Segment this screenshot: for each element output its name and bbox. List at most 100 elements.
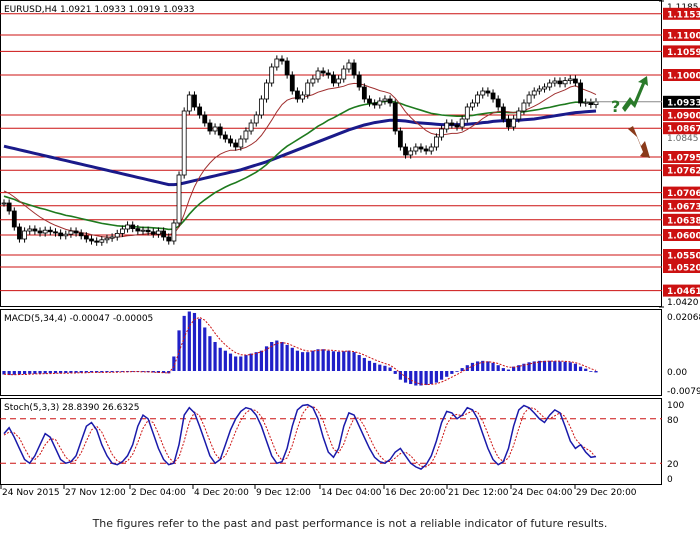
candle-body <box>99 239 105 243</box>
macd-bar <box>321 349 325 371</box>
candle-body <box>78 232 84 237</box>
macd-bar <box>270 341 274 371</box>
macd-bar <box>141 370 145 372</box>
candle-body <box>428 146 434 152</box>
candle-body <box>536 88 542 92</box>
macd-bar <box>414 370 418 386</box>
macd-bar <box>290 347 294 371</box>
candle-body <box>361 86 367 100</box>
level-label: 1.1000 <box>667 72 700 82</box>
current-price-label: 1.0933 <box>667 98 700 108</box>
macd-bar <box>558 361 562 371</box>
macd-bar <box>439 370 444 380</box>
macd-bar <box>409 370 413 385</box>
macd-bar <box>311 350 315 371</box>
candle-body <box>228 138 233 144</box>
candle-body <box>58 232 64 237</box>
candle-body <box>464 106 470 120</box>
macd-bar <box>362 357 366 371</box>
candle-body <box>135 228 141 232</box>
macd-bar <box>496 365 500 371</box>
macd-bar <box>208 336 212 371</box>
candle-body <box>238 138 244 148</box>
time-label: 27 Nov 12:00 <box>65 488 126 498</box>
candle-body <box>1 202 7 205</box>
macd-bar <box>28 370 32 374</box>
candle-body <box>68 230 74 235</box>
candle-body <box>320 70 326 74</box>
ma-mid-line <box>3 100 596 231</box>
macd-bar <box>398 370 402 380</box>
macd-bar <box>393 370 397 374</box>
macd-bar <box>337 351 341 371</box>
level-label: 1.1100 <box>667 32 700 42</box>
candle-body <box>243 130 249 140</box>
candle-body <box>192 94 197 108</box>
candle-body <box>542 86 547 90</box>
macd-bar <box>568 362 572 371</box>
level-label-bg <box>663 186 700 199</box>
candle-body <box>207 122 213 132</box>
macd-bar <box>89 370 94 373</box>
price-axis: 1.11851.04201.08451.11531.11001.10591.10… <box>586 0 700 308</box>
macd-bar <box>38 370 42 374</box>
chart-header: EURUSD,H4 1.0921 1.0933 1.0919 1.0933 <box>4 5 195 15</box>
candle-body <box>63 233 69 237</box>
candle-body <box>552 80 558 84</box>
macd-bar <box>465 365 469 371</box>
level-label-bg <box>663 199 700 212</box>
candle-body <box>526 94 532 104</box>
candle-body <box>253 114 259 124</box>
candle-body <box>444 122 450 130</box>
macd-bar <box>275 340 279 371</box>
macd-bar <box>470 362 475 371</box>
ma-fast-line <box>3 82 597 238</box>
time-label: 2 Dec 04:00 <box>131 488 186 498</box>
macd-bar <box>352 352 356 371</box>
level-label-bg <box>663 164 700 177</box>
macd-label: MACD(5,34,4) -0.00047 -0.00005 <box>4 314 153 324</box>
candle-body <box>356 74 362 88</box>
macd-bar <box>17 370 22 375</box>
candle-body <box>434 136 439 148</box>
macd-bar <box>187 311 191 371</box>
candle-body <box>583 101 589 104</box>
macd-bar <box>64 370 68 374</box>
macd-bar <box>300 352 305 371</box>
macd-bar <box>213 341 217 371</box>
macd-bar <box>506 369 511 371</box>
macd-bar <box>434 370 439 383</box>
candle-body <box>150 231 156 235</box>
macd-bar <box>316 349 320 371</box>
candle-body <box>372 102 378 106</box>
disclaimer-text: The figures refer to the past and past p… <box>92 517 608 530</box>
candle-body <box>202 114 208 124</box>
macd-bar <box>285 344 289 371</box>
macd-bar <box>74 370 78 373</box>
time-label: 9 Dec 12:00 <box>256 488 311 498</box>
macd-bar <box>218 347 222 371</box>
candle-body <box>274 58 280 68</box>
price-panel-frame <box>0 0 662 307</box>
candle-body <box>521 102 527 112</box>
macd-bar <box>460 368 464 371</box>
macd-bar <box>501 368 505 371</box>
candle-body <box>470 102 475 108</box>
candle-body <box>557 80 563 85</box>
macd-bar <box>59 370 63 374</box>
candle-body <box>480 90 486 96</box>
stoch-panel: 100 80 20 0 <box>0 401 684 485</box>
level-label: 1.0795 <box>667 154 700 164</box>
macd-bar <box>306 352 310 371</box>
candle-body <box>377 100 383 106</box>
macd-bar <box>517 365 521 371</box>
macd-bar <box>589 370 593 372</box>
macd-bar <box>527 362 531 371</box>
candle-body <box>573 78 578 84</box>
candle-body <box>418 146 424 150</box>
candle-body <box>454 124 460 128</box>
macd-bar <box>512 366 516 371</box>
candle-body <box>331 74 336 84</box>
candle-body <box>42 229 48 234</box>
question-mark: ? <box>611 97 620 116</box>
